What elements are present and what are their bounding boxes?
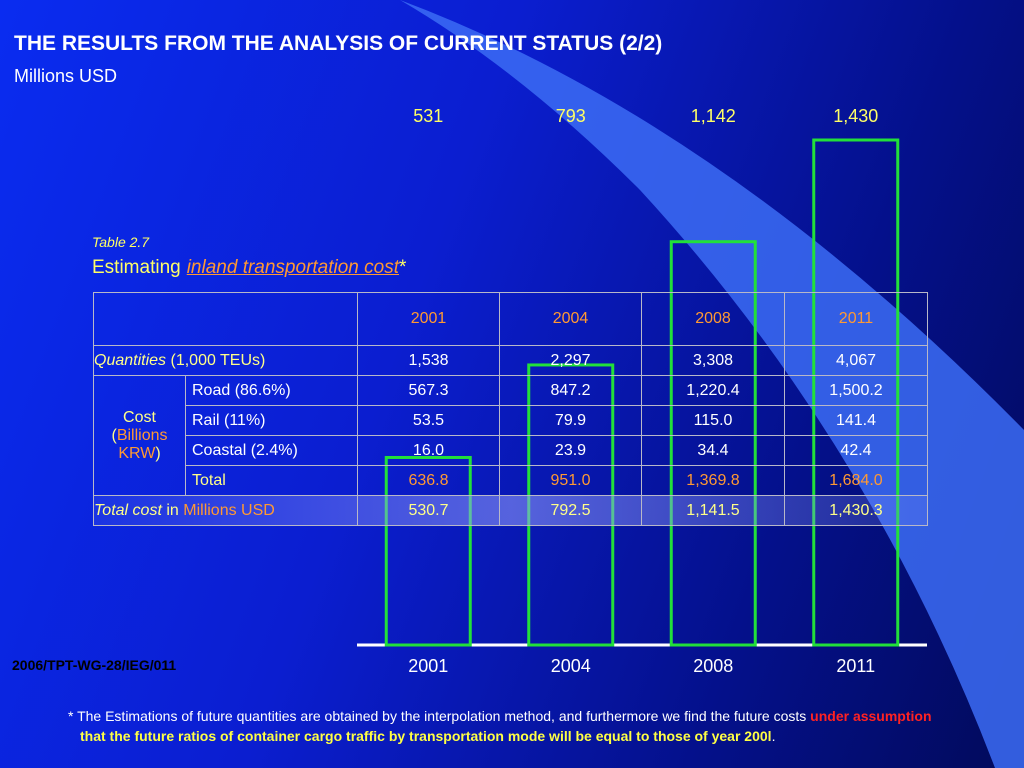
value-cell: 636.8 [357,465,500,496]
cost-table: 2001 2004 2008 2011 Quantities (1,000 TEUs) 1… [93,292,928,526]
row-label: Rail (11%) [185,405,358,436]
value-cell: 79.9 [499,405,642,436]
cost-unit: (Billions KRW) [94,427,185,463]
footer-code: 2006/TPT-WG-28/IEG/011 [12,657,177,673]
bar-value-label: 1,430 [833,106,878,126]
footnote-bold: that the future ratios of container carg… [80,728,772,744]
footnote-text: * The Estimations of future quantities a… [68,708,807,724]
unit-close: ) [155,444,161,462]
value-cell: 42.4 [784,435,928,466]
caption-prefix: Estimating [92,257,181,278]
x-tick-label: 2011 [836,656,875,676]
label-unit: Millions USD [183,501,275,519]
row-label: Coastal (2.4%) [185,435,358,466]
subtitle: Millions USD [14,66,118,86]
label-rest: (1,000 TEUs) [170,351,266,369]
value-cell: 53.5 [357,405,500,436]
label-italic: Quantities [94,351,167,369]
row-label: Total cost in Millions USD [93,495,358,526]
header-row: 2001 2004 2008 2011 [93,292,928,346]
value-cell: 115.0 [641,405,785,436]
bar-value-label: 793 [556,106,586,126]
unit-open: ( [111,426,117,444]
footnote: * The Estimations of future quantities a… [68,706,950,746]
value-cell: 847.2 [499,375,642,406]
value-cell: 1,500.2 [784,375,928,406]
cost-label-main: Cost [123,408,156,426]
footnote-highlight: under assumption [810,708,932,724]
cost-label: Cost (Billions KRW) [93,375,186,496]
label-mid: in [166,501,179,519]
value-cell: 1,430.3 [784,495,928,526]
table-number: Table 2.7 [92,234,150,250]
value-cell: 4,067 [784,345,928,376]
table-caption: Estimating inland transportation cost* [92,257,406,279]
footnote-end: . [771,728,776,744]
x-tick-label: 2004 [551,656,591,676]
header-cell: 2011 [784,292,928,346]
row-label: Quantities (1,000 TEUs) [93,345,358,376]
value-cell: 792.5 [499,495,642,526]
header-cell: 2004 [499,292,642,346]
unit: Billions KRW [116,426,168,462]
cost-row: Cost (Billions KRW) Road (86.6%) 567.3 847.2… [93,375,928,496]
quantities-row: Quantities (1,000 TEUs) 1,538 2,297 3,308 4,… [93,345,928,376]
bar-value-label: 531 [413,106,443,126]
value-cell: 1,538 [357,345,500,376]
value-cell: 34.4 [641,435,785,466]
value-cell: 2,297 [499,345,642,376]
value-cell: 1,220.4 [641,375,785,406]
x-tick-label: 2008 [693,656,733,676]
header-cell: 2001 [357,292,500,346]
row-label: Road (86.6%) [185,375,358,406]
header-cell: 2008 [641,292,785,346]
bar-value-label: 1,142 [691,106,736,126]
value-cell: 3,308 [641,345,785,376]
value-cell: 1,141.5 [641,495,785,526]
caption-mark: * [399,257,407,278]
value-cell: 1,684.0 [784,465,928,496]
value-cell: 16.0 [357,435,500,466]
x-tick-label: 2001 [408,656,448,676]
corner-cell [93,292,358,346]
value-cell: 530.7 [357,495,500,526]
cost-row: Rail (11%) 53.5 79.9 115.0 141.4 [94,405,928,436]
value-cell: 23.9 [499,435,642,466]
value-cell: 1,369.8 [641,465,785,496]
value-cell: 951.0 [499,465,642,496]
total-cost-row: Total cost in Millions USD 530.7 792.5 1,14… [93,495,928,526]
cost-row: Total 636.8 951.0 1,369.8 1,684.0 [94,465,928,496]
value-cell: 567.3 [357,375,500,406]
row-label: Total [185,465,358,496]
cost-row: Coastal (2.4%) 16.0 23.9 34.4 42.4 [94,435,928,466]
value-cell: 141.4 [784,405,928,436]
label-italic: Total cost [94,501,162,519]
caption-link[interactable]: inland transportation cost [186,257,399,278]
title: THE RESULTS FROM THE ANALYSIS OF CURRENT… [14,32,663,55]
